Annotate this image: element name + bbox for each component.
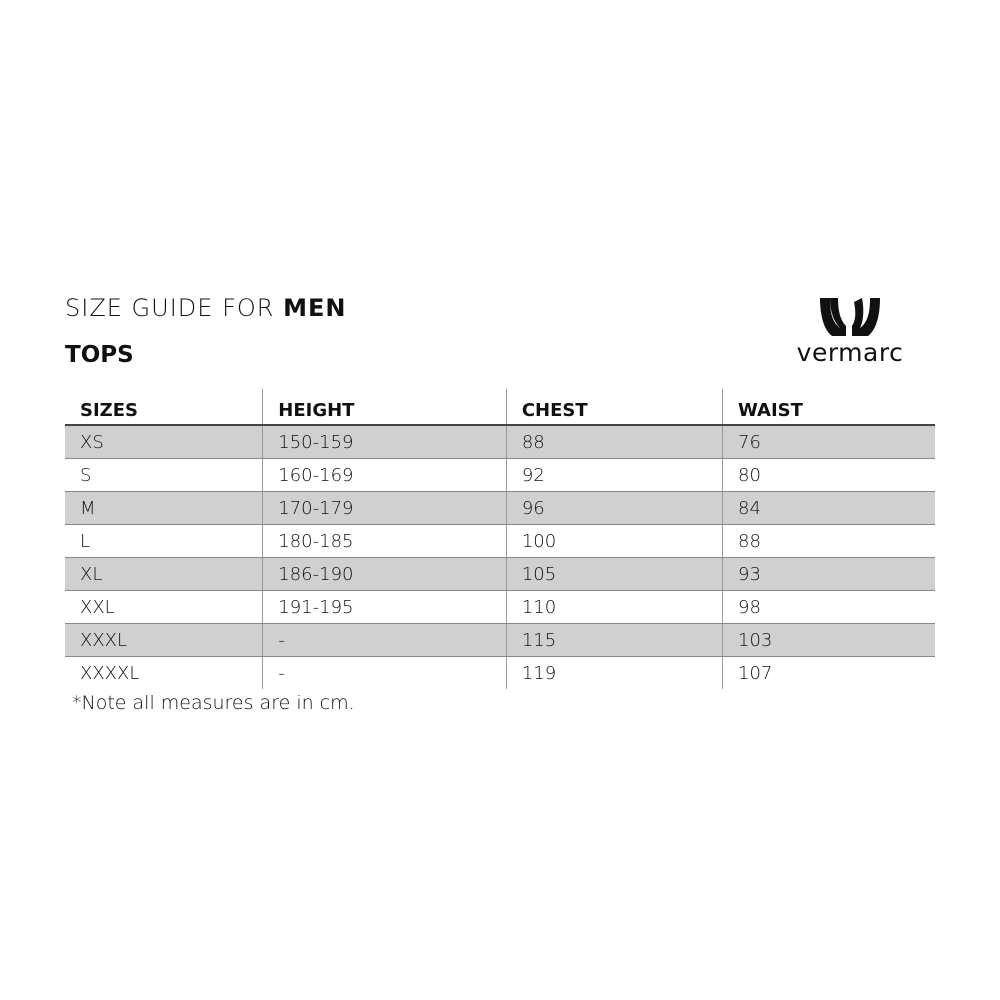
table-row: S 160-169 92 80 (65, 458, 935, 492)
table-row: L 180-185 100 88 (65, 524, 935, 558)
cell-height: 150-159 (262, 425, 507, 459)
cell-sizes: XS (65, 425, 263, 459)
cell-chest: 119 (505, 656, 723, 689)
size-table: SIZES HEIGHT CHEST WAIST XS 150-159 88 76 S 160-… (65, 389, 935, 689)
cell-chest: 110 (505, 590, 723, 624)
title-prefix: SIZE GUIDE FOR (65, 294, 284, 322)
cell-chest: 100 (505, 524, 723, 558)
cell-chest: 88 (505, 425, 723, 459)
cell-height: 191-195 (262, 590, 507, 624)
column-header-waist: WAIST (722, 389, 935, 426)
cell-sizes: XXXL (65, 623, 263, 657)
cell-waist: 88 (722, 524, 935, 558)
section-title: TOPS (65, 342, 134, 368)
cell-chest: 92 (505, 458, 723, 492)
cell-height: 170-179 (262, 491, 507, 525)
table-row: XXXXL -119 107 (65, 656, 935, 689)
logo-text: vermarc (796, 338, 904, 367)
cell-chest: 115 (505, 623, 723, 657)
cell-waist: 98 (722, 590, 935, 624)
cell-waist: 76 (722, 425, 935, 459)
table-row: XXXL -115 103 (65, 623, 935, 657)
column-header-height: HEIGHT (262, 389, 507, 426)
cell-waist: 84 (722, 491, 935, 525)
cell-sizes: L (65, 524, 263, 558)
cell-height: 160-169 (262, 458, 507, 492)
cell-sizes: S (65, 458, 263, 492)
cell-sizes: M (65, 491, 263, 525)
page-title: SIZE GUIDE FOR MEN (65, 294, 346, 322)
measurement-note: *Note all measures are in cm. (72, 692, 355, 714)
logo-mark-icon (820, 298, 880, 336)
cell-waist: 107 (722, 656, 935, 689)
table-row: XS 150-159 88 76 (65, 425, 935, 459)
cell-height: - (262, 623, 507, 657)
cell-height: - (262, 656, 507, 689)
vermarc-logo: vermarc (788, 298, 912, 370)
cell-waist: 93 (722, 557, 935, 591)
title-bold: MEN (283, 294, 347, 322)
column-header-sizes: SIZES (65, 389, 263, 426)
cell-height: 186-190 (262, 557, 507, 591)
table-row: XXL 191-195 110 98 (65, 590, 935, 624)
table-row: XL 186-190 105 93 (65, 557, 935, 591)
cell-sizes: XXXXL (80, 662, 140, 684)
cell-chest: 105 (505, 557, 723, 591)
cell-height: 180-185 (262, 524, 507, 558)
cell-sizes: XL (65, 557, 263, 591)
table-row: M 170-179 96 84 (65, 491, 935, 525)
column-header-chest: CHEST (505, 389, 723, 426)
table-header-row: SIZES HEIGHT CHEST WAIST (65, 389, 935, 426)
cell-sizes: XXL (65, 590, 263, 624)
cell-chest: 96 (505, 491, 723, 525)
cell-waist: 103 (722, 623, 935, 657)
cell-waist: 80 (722, 458, 935, 492)
